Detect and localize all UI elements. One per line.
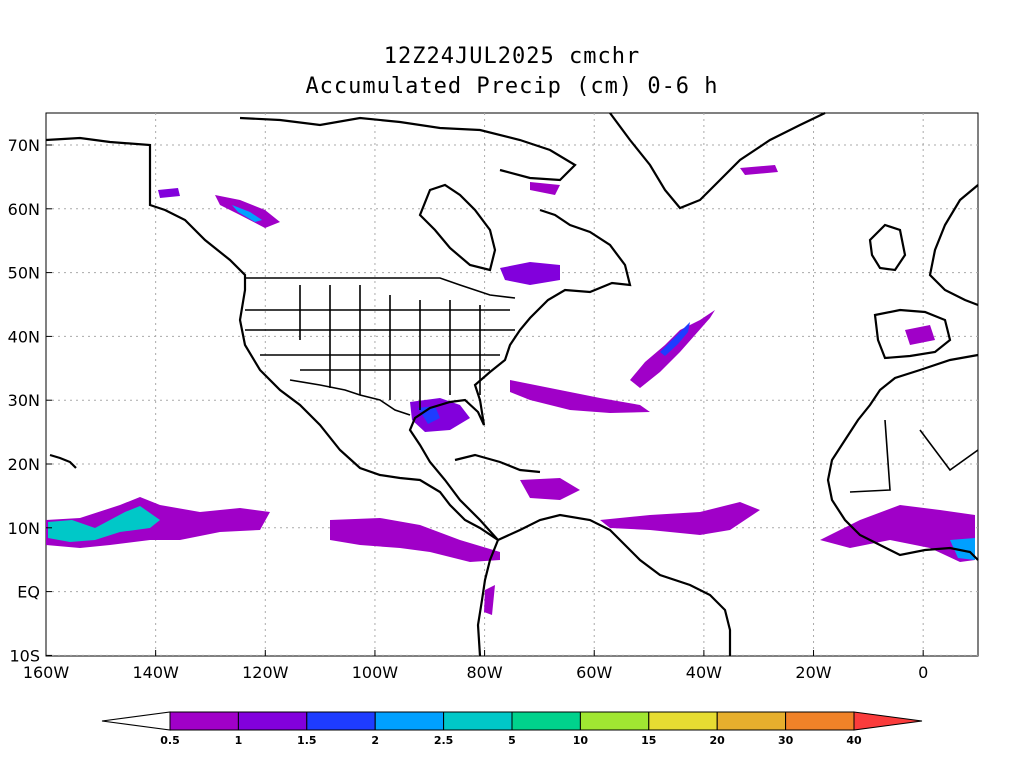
lon-tick-label: 0 — [918, 663, 928, 682]
precip-europe — [905, 325, 935, 345]
coast-us-east — [408, 208, 632, 541]
precip-greenland — [740, 165, 778, 175]
lat-tick-label: 30N — [8, 391, 40, 410]
map-title: 12Z24JUL2025 cmchr — [383, 44, 641, 69]
colorbar-label: 5 — [508, 734, 516, 747]
lat-tick-label: 40N — [8, 327, 40, 346]
precip-itcz-pacific-core — [48, 506, 160, 542]
coast-north-america — [45, 136, 499, 541]
precip-west-africa-core — [950, 538, 975, 560]
lon-tick-label: 60W — [576, 663, 612, 682]
colorbar-label: 2.5 — [434, 734, 454, 747]
lat-tick-label: 20N — [8, 455, 40, 474]
precip-gulf — [410, 398, 470, 432]
map-subtitle: Accumulated Precip (cm) 0-6 h — [305, 74, 719, 99]
borders — [149, 145, 979, 493]
colorbar-label: 0.5 — [160, 734, 180, 747]
colorbar-label: 30 — [778, 734, 794, 747]
border-africa — [849, 419, 979, 493]
precip-canada-east — [500, 262, 560, 285]
coast-greenland — [609, 112, 826, 210]
colorbar-swatch — [648, 711, 718, 731]
colorbar-swatch — [716, 711, 787, 731]
lat-tick-label: 70N — [8, 136, 40, 155]
precip-caribbean — [520, 478, 580, 500]
precip-amazon — [484, 585, 495, 615]
precip-atlantic-front-core — [660, 322, 690, 356]
coast-hawaii — [49, 453, 77, 469]
lat-tick-label: 10S — [9, 646, 40, 665]
colorbar-label: 2 — [371, 734, 379, 747]
colorbar-label: 40 — [846, 734, 862, 747]
precip-alaska — [158, 188, 180, 198]
coast-hudson — [418, 183, 497, 272]
colorbar-swatch — [169, 711, 239, 731]
lat-tick-label: 50N — [8, 264, 40, 283]
coast-africa — [826, 353, 979, 561]
precip-areas — [46, 165, 975, 615]
precip-canada-west-core — [232, 205, 262, 222]
precip-central-america — [330, 518, 500, 562]
colorbar-swatch — [511, 711, 581, 731]
lat-tick-label: 10N — [8, 519, 40, 538]
coast-iberia — [873, 308, 952, 360]
colorbar-label: 1.5 — [297, 734, 317, 747]
precip-west-africa — [820, 505, 975, 562]
lat-tick-label: 60N — [8, 200, 40, 219]
border-us-canada — [245, 277, 516, 299]
colorbar-swatch — [443, 711, 513, 731]
colorbar-swatch — [785, 711, 855, 731]
colorbar-high-triangle — [853, 711, 923, 731]
lon-tick-label: 80W — [466, 663, 502, 682]
colorbar-low-triangle — [101, 711, 171, 731]
colorbar-label: 1 — [235, 734, 243, 747]
colorbar: 0.5 1 1.5 2 2.5 5 10 15 20 30 40 — [101, 711, 923, 747]
lon-tick-label: 140W — [132, 663, 179, 682]
precip-gulf-core — [418, 406, 440, 424]
lon-tick-label: 120W — [242, 663, 289, 682]
colorbar-label: 10 — [573, 734, 589, 747]
lon-tick-label: 20W — [795, 663, 831, 682]
lon-tick-label: 100W — [352, 663, 399, 682]
coast-south-america-west — [476, 539, 500, 657]
lon-tick-label: 40W — [686, 663, 722, 682]
precip-hudson-east — [530, 182, 560, 195]
precip-atlantic-itcz — [600, 502, 760, 535]
precip-se-us — [510, 380, 650, 413]
colorbar-swatch — [374, 711, 445, 731]
graticule — [46, 113, 978, 656]
us-states — [245, 285, 515, 410]
lat-tick-label: EQ — [17, 583, 40, 602]
coast-europe — [928, 184, 979, 307]
coast-arctic-islands — [239, 116, 577, 182]
lon-tick-label: 160W — [23, 663, 70, 682]
coast-cuba — [454, 453, 541, 474]
coast-south-america — [497, 513, 732, 656]
colorbar-label: 15 — [641, 734, 656, 747]
colorbar-swatch — [237, 711, 308, 731]
coastlines — [45, 112, 979, 657]
colorbar-swatch — [579, 711, 650, 731]
colorbar-label: 20 — [710, 734, 726, 747]
coast-uk — [868, 223, 907, 272]
colorbar-swatch — [306, 711, 376, 731]
